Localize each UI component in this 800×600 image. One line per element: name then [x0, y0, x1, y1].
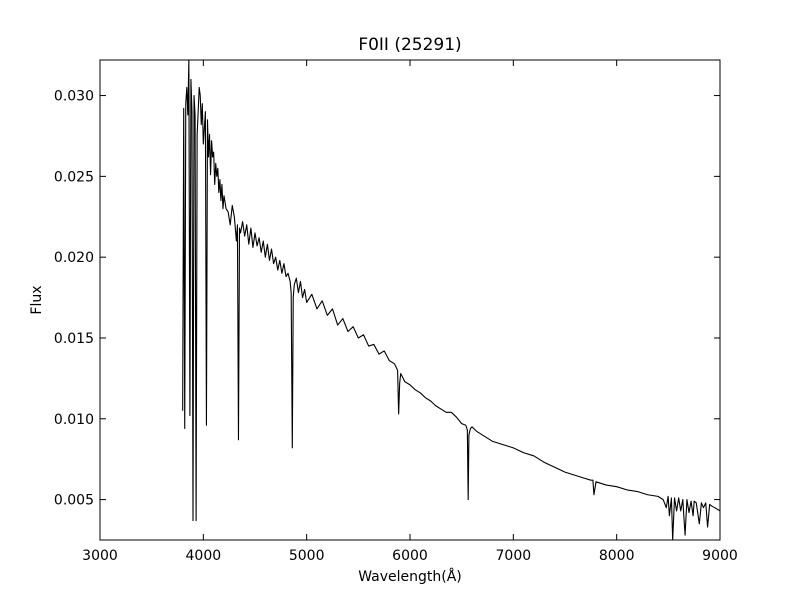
chart-title: F0II (25291) — [358, 35, 461, 55]
spectrum-line-0 — [182, 60, 720, 540]
y-tick-label-2: 0.015 — [54, 331, 94, 347]
y-tick-label-4: 0.025 — [54, 169, 94, 185]
y-axis-label: Flux — [29, 285, 45, 314]
y-tick-label-3: 0.020 — [54, 250, 94, 266]
x-tick-label-1: 4000 — [186, 548, 222, 564]
x-tick-label-3: 6000 — [392, 548, 428, 564]
y-tick-label-1: 0.010 — [54, 412, 94, 428]
x-axis-label: Wavelength(Å) — [358, 568, 462, 585]
x-tick-label-5: 8000 — [599, 548, 635, 564]
plot-area: 3000 4000 5000 6000 7000 8000 9000 0.005 0.010 0.… — [54, 59, 738, 564]
axes-frame — [99, 59, 721, 541]
y-tick-label-0: 0.005 — [54, 493, 94, 509]
y-tick-label-5: 0.030 — [54, 89, 94, 105]
x-tick-label-4: 7000 — [496, 548, 532, 564]
x-tick-label-6: 9000 — [702, 548, 738, 564]
x-tick-label-0: 3000 — [82, 548, 118, 564]
x-tick-label-2: 5000 — [289, 548, 325, 564]
